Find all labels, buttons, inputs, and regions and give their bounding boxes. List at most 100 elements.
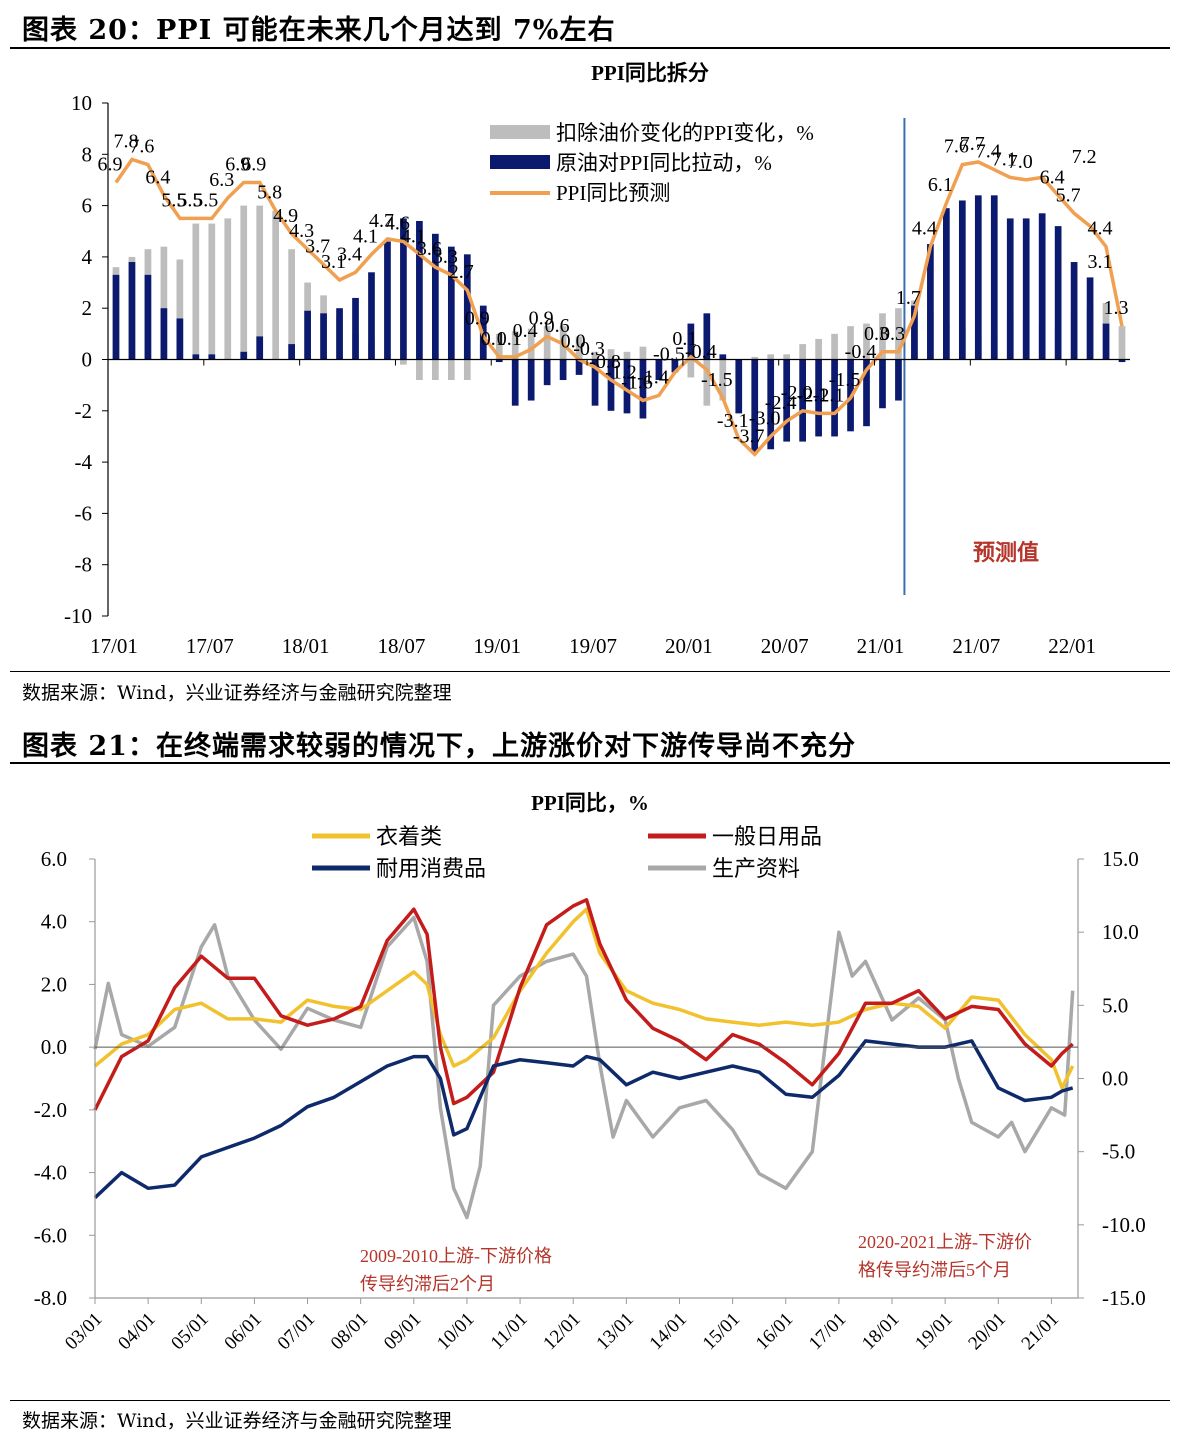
bar-oil-contribution [1022,218,1030,360]
bar-ex-oil [783,354,791,360]
note-2020-line1: 2020-2021上游-下游价 [858,1232,1032,1252]
bar-ex-oil [192,223,200,360]
bar-ex-oil [224,218,232,360]
figure20-bottom-rule [10,671,1170,672]
data-label: -0.4 [685,341,717,363]
bar-ex-oil [495,333,503,360]
bar-ex-oil [575,336,583,360]
bar-ex-oil [623,351,631,360]
data-label: 7.8 [113,130,138,152]
data-label: -0.8 [589,351,621,373]
data-label: -1.4 [637,366,669,388]
x-tick-label: 13/01 [592,1309,637,1354]
bar-oil-contribution [815,359,822,437]
bar-ex-oil [879,313,886,360]
data-label: 4.9 [273,205,298,227]
bar-ex-oil [160,246,168,360]
x-tick-label: 15/01 [699,1309,744,1354]
bar-oil-contribution [352,297,359,360]
data-label: 3.4 [337,243,362,265]
data-label: -1.5 [829,369,861,391]
data-label: 6.9 [225,154,250,176]
x-tick-label: 17/01 [90,634,138,658]
bar-oil-contribution [623,359,631,414]
bar-oil-contribution [1070,262,1078,360]
bar-ex-oil [847,326,854,360]
right-y-tick-label: -5.0 [1102,1140,1135,1164]
bar-oil-contribution [879,359,886,409]
y-tick-label: 4 [82,245,93,269]
data-label: 4.1 [353,225,378,247]
left-y-tick-label: 4.0 [41,910,67,934]
bar-oil-contribution [687,323,695,360]
y-tick-label: -6 [75,501,93,525]
left-y-tick-label: 6.0 [41,847,67,871]
data-label: 7.2 [1072,146,1097,168]
x-tick-label: 20/01 [964,1309,1009,1354]
bar-oil-contribution [416,220,423,360]
data-label: 5.7 [1056,184,1081,206]
bar-oil-contribution [112,274,120,360]
x-tick-label: 10/01 [433,1309,478,1354]
x-tick-label: 18/07 [378,634,426,658]
bar-oil-contribution [559,359,567,381]
left-y-tick-label: -6.0 [34,1223,67,1247]
x-tick-label: 04/01 [114,1309,159,1354]
data-label: 6.4 [1040,166,1065,188]
bar-ex-oil [447,359,455,381]
bar-oil-contribution [447,246,455,360]
legend-swatch-oil [490,155,550,169]
right-y-tick-label: 10.0 [1102,920,1139,944]
bar-oil-contribution [1054,226,1062,360]
x-tick-label: 21/01 [857,634,905,658]
bar-ex-oil [863,323,870,360]
bar-oil-contribution [943,208,950,360]
bar-oil-contribution [320,313,327,360]
bar-oil-contribution [511,359,519,406]
data-label: -1.5 [701,369,733,391]
y-tick-label: 2 [82,296,93,320]
data-label: 4.7 [369,210,394,232]
bar-ex-oil [463,359,471,381]
x-tick-label: 21/07 [952,634,1000,658]
data-label: -2.1 [797,384,829,406]
x-tick-label: 03/01 [61,1309,106,1354]
series-ppi-forecast-line [114,157,1124,457]
bar-oil-contribution [767,359,775,450]
figure21-top-rule [10,762,1170,764]
x-tick-label: 17/07 [186,634,234,658]
data-label: -2.0 [781,382,813,404]
bar-ex-oil [208,223,216,360]
bar-oil-contribution [783,359,791,442]
data-label: 0.4 [513,320,538,342]
figure20-title: PPI同比拆分 [591,61,709,85]
y-tick-label: -4 [75,450,93,474]
bar-ex-oil [831,333,838,360]
note-2020-line2: 格传导约滞后5个月 [858,1260,1011,1280]
bar-oil-contribution [384,241,391,360]
legend-label-oil: 原油对PPI同比拉动，% [556,151,772,175]
bar-ex-oil [527,328,535,360]
bar-ex-oil [703,359,711,406]
x-tick-label: 22/01 [1048,634,1096,658]
data-label: 3.1 [1088,251,1113,273]
bar-oil-contribution [911,305,918,360]
data-label: 7.0 [1008,151,1033,173]
data-label: 5.5 [161,189,186,211]
forecast-label: 预测值 [973,540,1039,565]
bar-oil-contribution [735,359,743,414]
legend-label-durables: 耐用消费品 [376,856,486,881]
data-label: 7.4 [976,141,1001,163]
legend-swatch-ex-oil [490,125,550,139]
legend-label-daily-goods: 一般日用品 [712,824,822,849]
series-durables-line [93,1039,1074,1199]
bar-oil-contribution [927,244,934,360]
bar-oil-contribution [288,344,295,360]
bar-oil-contribution [1118,359,1126,363]
y-tick-label: 10 [71,91,92,115]
series-daily-goods-line [93,898,1074,1111]
figure20-legend: 扣除油价变化的PPI变化，% 原油对PPI同比拉动，% PPI同比预测 [490,121,814,205]
data-label: 0.9 [465,307,490,329]
bar-oil-contribution [495,359,503,363]
bar-oil-contribution [176,318,184,360]
